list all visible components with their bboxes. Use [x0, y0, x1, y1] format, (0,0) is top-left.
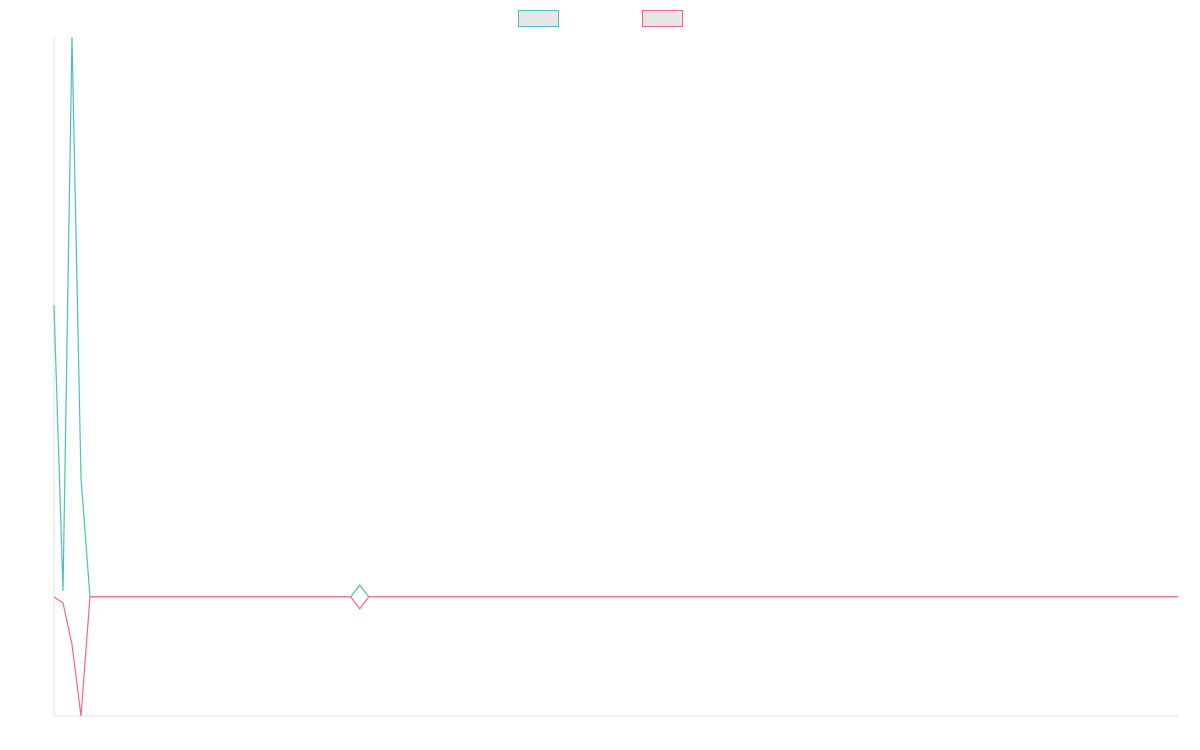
series-line-2	[53, 596, 1178, 717]
legend-swatch-2[interactable]	[642, 10, 683, 27]
series-group	[53, 36, 1178, 717]
legend-swatch-1[interactable]	[518, 10, 559, 27]
series-line-1	[53, 36, 1178, 598]
legend	[518, 10, 683, 27]
axes	[53, 37, 1178, 717]
